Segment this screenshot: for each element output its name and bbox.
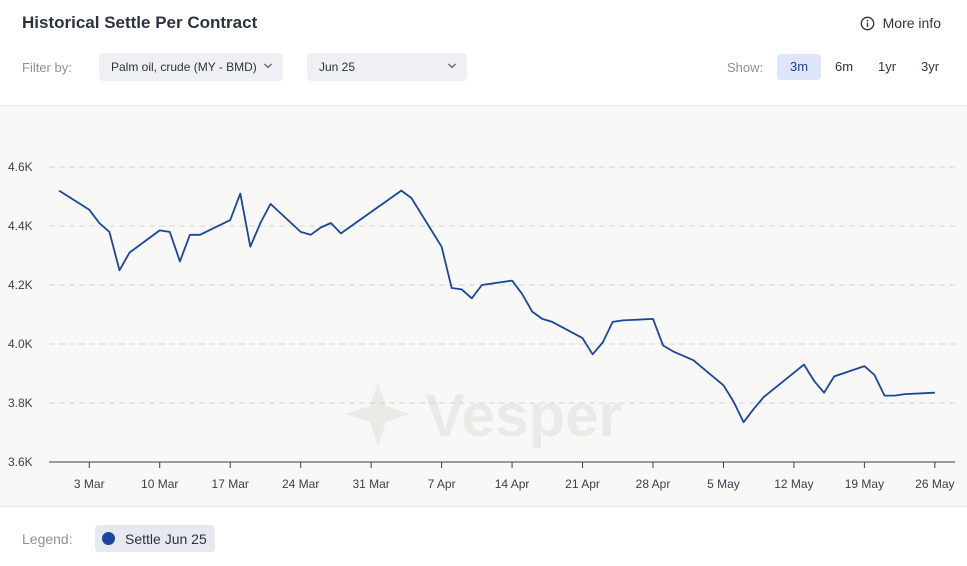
x-tick-label: 17 Mar (212, 477, 249, 491)
x-tick-label: 14 Apr (495, 477, 530, 491)
commodity-select-value: Palm oil, crude (MY - BMD) (111, 60, 257, 74)
range-button-3m[interactable]: 3m (777, 54, 821, 80)
x-tick-label: 19 May (845, 477, 884, 491)
x-tick-label: 28 Apr (636, 477, 671, 491)
chevron-down-icon (448, 63, 456, 69)
x-tick-label: 21 Apr (565, 477, 600, 491)
y-tick-label: 4.2K (8, 278, 33, 292)
y-tick-label: 3.6K (8, 455, 33, 469)
more-info-button[interactable]: More info (860, 15, 941, 31)
filter-label: Filter by: (22, 60, 72, 75)
range-button-6m[interactable]: 6m (834, 59, 854, 74)
info-icon (860, 16, 874, 30)
contract-select[interactable]: Jun 25 (307, 53, 467, 81)
x-tick-label: 12 May (774, 477, 813, 491)
x-tick-label: 7 Apr (428, 477, 456, 491)
commodity-select[interactable]: Palm oil, crude (MY - BMD) (99, 53, 283, 81)
chart-plot-area: Vesper 3.6K 3.8K 4.0K 4.2K 4.4K 4.6K 3 Mar 10 … (0, 105, 967, 507)
x-tick-label: 5 May (707, 477, 740, 491)
chevron-down-icon (264, 63, 272, 69)
y-tick-label: 3.8K (8, 396, 33, 410)
legend-label: Legend: (22, 531, 73, 547)
legend-item-settle-jun-25[interactable]: Settle Jun 25 (95, 525, 215, 552)
range-button-3yr[interactable]: 3yr (920, 59, 940, 74)
show-label: Show: (727, 60, 764, 75)
range-button-1yr[interactable]: 1yr (877, 59, 897, 74)
y-tick-label: 4.4K (8, 219, 33, 233)
series-line-settle-jun-25 (58, 189, 935, 424)
more-info-label: More info (882, 15, 941, 31)
watermark-text: Vesper (425, 382, 622, 449)
line-chart: Vesper 3.6K 3.8K 4.0K 4.2K 4.4K 4.6K 3 Mar 10 … (8, 160, 955, 491)
y-tick-label: 4.6K (8, 160, 33, 174)
x-tick-label: 3 Mar (74, 477, 105, 491)
x-tick-label: 26 May (915, 477, 954, 491)
x-tick-label: 31 Mar (352, 477, 389, 491)
vesper-watermark: Vesper (346, 382, 622, 449)
legend-bar: Legend: Settle Jun 25 (0, 507, 967, 566)
x-tick-label: 24 Mar (282, 477, 319, 491)
y-tick-label: 4.0K (8, 337, 33, 351)
contract-select-value: Jun 25 (319, 60, 356, 74)
chart-title: Historical Settle Per Contract (22, 13, 258, 32)
legend-item-label: Settle Jun 25 (125, 530, 207, 547)
filter-bar: Filter by: Palm oil, crude (MY - BMD) Ju… (0, 53, 967, 81)
series-color-dot (102, 532, 115, 545)
x-tick-label: 10 Mar (141, 477, 178, 491)
